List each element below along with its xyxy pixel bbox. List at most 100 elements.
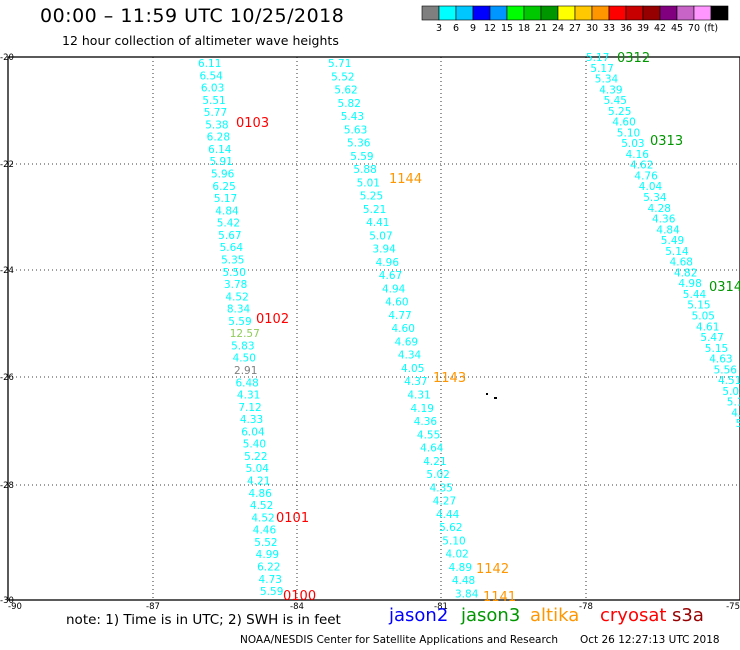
wave-height-value: 4.64 xyxy=(420,443,444,455)
wave-height-value: 5.64 xyxy=(220,242,244,254)
legend-label: 12 xyxy=(484,23,496,34)
wave-height-value: 5.59 xyxy=(260,586,283,598)
wave-height-value: 5.50 xyxy=(223,267,246,279)
wave-height-value: 5.52 xyxy=(254,537,277,549)
wave-height-value: 4.84 xyxy=(215,205,239,217)
wave-height-value: 5.34 xyxy=(643,192,667,204)
wave-height-value: 4.6 xyxy=(731,407,740,419)
pass-time-label: 1142 xyxy=(476,562,509,577)
wave-height-value: 5.52 xyxy=(331,71,354,83)
wave-height-value: 5.44 xyxy=(683,289,707,301)
legend-jason3: jason3 xyxy=(461,605,521,626)
wave-height-value: 5.67 xyxy=(218,230,241,242)
lon-tick-label: -78 xyxy=(579,602,593,610)
wave-height-value: 4.21 xyxy=(423,456,446,468)
pass-time-label: 1144 xyxy=(389,172,422,187)
wave-height-value: 4.60 xyxy=(385,297,408,309)
wave-height-value: 4.44 xyxy=(436,509,460,521)
legend-label: 3 xyxy=(436,23,442,34)
wave-height-value: 5.02 xyxy=(722,386,740,398)
wave-height-value: 4.82 xyxy=(674,267,697,279)
wave-height-value: 4.68 xyxy=(670,257,693,269)
wave-height-value: 5.10 xyxy=(442,535,465,547)
wave-height-value: 4.48 xyxy=(452,575,475,587)
legend-label: (ft) xyxy=(704,23,718,34)
wave-height-value: 5.05 xyxy=(692,310,715,322)
legend-label: 6 xyxy=(453,23,459,34)
wave-height-value: 4.35 xyxy=(430,482,453,494)
lat-tick-label: -20 xyxy=(0,53,14,63)
lon-tick-label: -81 xyxy=(434,602,448,610)
wave-height-value: 4.33 xyxy=(240,414,263,426)
legend-label: 36 xyxy=(620,23,632,34)
legend-label: 15 xyxy=(501,23,513,34)
wave-height-value: 5.47 xyxy=(700,332,723,344)
wave-height-value: 4.84 xyxy=(656,224,680,236)
legend-label: 33 xyxy=(603,23,615,34)
wave-height-value: 5.43 xyxy=(341,111,364,123)
legend-swatch xyxy=(710,5,729,21)
wave-height-value: 4.28 xyxy=(648,203,671,215)
wave-height-value: 8.34 xyxy=(227,304,251,316)
wave-height-value: 4.55 xyxy=(417,429,440,441)
wave-height-value: 4.61 xyxy=(696,321,719,333)
wave-height-value: 4.94 xyxy=(382,283,406,295)
wave-height-value: 4.46 xyxy=(253,525,277,537)
wave-height-value: 4.99 xyxy=(256,549,279,561)
legend-label: 24 xyxy=(552,23,564,34)
wave-height-value: 5.96 xyxy=(211,169,235,181)
wave-height-value: 4.51 xyxy=(718,375,740,387)
wave-height-value: 4.86 xyxy=(248,488,272,500)
wave-height-value: 4.96 xyxy=(376,257,400,269)
wave-height-value: 4.36 xyxy=(652,214,676,226)
wave-height-value: 4.63 xyxy=(709,354,732,366)
wave-height-value: 4.27 xyxy=(433,496,456,508)
wave-height-value: 6.54 xyxy=(199,70,223,82)
wave-height-value: 5.49 xyxy=(661,235,684,247)
map-subtitle: 12 hour collection of altimeter wave hei… xyxy=(62,33,339,48)
map-frame xyxy=(7,56,740,601)
wave-height-value: 4.19 xyxy=(411,403,434,415)
wave-height-value: 4.36 xyxy=(414,416,438,428)
wave-height-value: 6.22 xyxy=(257,561,280,573)
pass-time-label: 0101 xyxy=(276,511,309,526)
lon-tick-label: -87 xyxy=(146,602,160,610)
wave-height-value: 5.10 xyxy=(617,127,640,139)
wave-height-value: 4.73 xyxy=(259,574,282,586)
lat-tick-label: -24 xyxy=(0,266,14,276)
wave-height-value: 5.62 xyxy=(334,85,357,97)
wave-height-value: 5.59 xyxy=(350,151,373,163)
wave-height-map: -20 -22 -24 -26 -28 -30-90 -87 -84 -81 -78 -75 6.11… xyxy=(0,51,740,610)
wave-height-value: 4.76 xyxy=(634,170,658,182)
wave-height-value: 5.36 xyxy=(347,138,371,150)
legend-cryosat: cryosat xyxy=(600,605,667,626)
wave-height-value: 5.42 xyxy=(217,218,240,230)
wave-height-value: 5.51 xyxy=(202,95,225,107)
pass-time-label: 0312 xyxy=(617,51,650,66)
wave-height-value: 5.88 xyxy=(353,164,376,176)
legend-label: 21 xyxy=(535,23,547,34)
wave-height-value: 5.82 xyxy=(338,98,361,110)
wave-height-value: 3.78 xyxy=(224,279,247,291)
credit-text: NOAA/NESDIS Center for Satellite Applica… xyxy=(240,634,558,646)
wave-height-value: 6.11 xyxy=(198,58,221,70)
wave-height-value: 5.04 xyxy=(246,463,270,475)
wave-height-value: 6.25 xyxy=(212,181,235,193)
lon-tick-label: -75 xyxy=(726,602,740,610)
legend-label: 70 xyxy=(688,23,700,34)
wave-height-value: 3.94 xyxy=(372,244,396,256)
legend-label: 45 xyxy=(671,23,683,34)
pass-time-label: 0102 xyxy=(256,312,289,327)
marker-dot xyxy=(486,393,488,395)
wave-height-value: 5.22 xyxy=(244,451,267,463)
color-legend: 3 6 9 12 15 18 21 24 27 30 33 36 39 42 45 70 (ft) xyxy=(421,5,729,34)
wave-height-value: 5.1 xyxy=(736,418,740,430)
wave-height-value: 5.83 xyxy=(231,340,254,352)
lat-tick-label: -22 xyxy=(0,160,14,170)
map-title: 00:00 – 11:59 UTC 10/25/2018 xyxy=(40,5,345,27)
wave-height-value: 5.56 xyxy=(714,364,738,376)
lat-tick-label: -30 xyxy=(0,596,14,606)
wave-height-value: 6.14 xyxy=(208,144,232,156)
legend-label: 18 xyxy=(518,23,530,34)
wave-height-value: 5.17 xyxy=(590,63,613,75)
